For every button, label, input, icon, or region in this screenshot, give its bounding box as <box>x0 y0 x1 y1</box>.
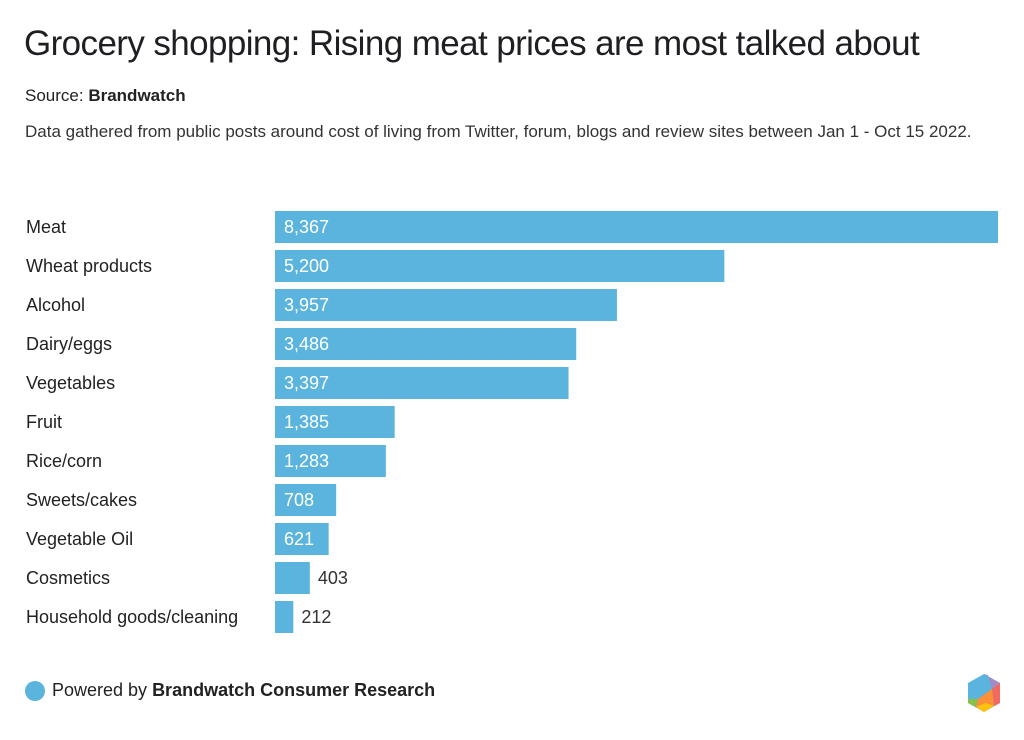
category-label: Wheat products <box>26 256 152 276</box>
bar <box>275 289 617 321</box>
category-label: Rice/corn <box>26 451 102 471</box>
footer: Powered by Brandwatch Consumer Research <box>25 680 435 701</box>
brandwatch-logo-icon <box>968 674 1000 712</box>
value-label: 1,283 <box>284 451 329 471</box>
bar <box>275 484 337 516</box>
powered-by-label: Powered by <box>52 680 148 700</box>
value-label: 3,957 <box>284 295 329 315</box>
source-name: Brandwatch <box>88 86 186 105</box>
category-label: Cosmetics <box>26 568 110 588</box>
bar <box>275 445 386 477</box>
bar <box>275 367 569 399</box>
bar <box>275 211 998 243</box>
value-label: 3,397 <box>284 373 329 393</box>
chart-title: Grocery shopping: Rising meat prices are… <box>24 24 920 63</box>
bar <box>275 601 294 633</box>
category-label: Dairy/eggs <box>26 334 112 354</box>
bar <box>275 406 395 438</box>
source-label: Source: <box>25 86 84 105</box>
category-label: Household goods/cleaning <box>26 607 238 627</box>
value-label: 8,367 <box>284 217 329 237</box>
category-label: Vegetables <box>26 373 115 393</box>
source-line: Source: Brandwatch <box>25 86 186 106</box>
category-label: Alcohol <box>26 295 85 315</box>
bar-chart: Meat 8,367 Wheat products 5,200 Alcohol 3,957… <box>26 211 998 633</box>
value-label: 621 <box>284 529 314 549</box>
value-label: 403 <box>318 568 348 588</box>
value-label: 5,200 <box>284 256 329 276</box>
brand-dot-icon <box>25 680 45 701</box>
bar <box>275 250 725 282</box>
bar <box>275 523 329 555</box>
bar <box>275 328 577 360</box>
bar <box>275 562 310 594</box>
value-label: 1,385 <box>284 412 329 432</box>
chart-description: Data gathered from public posts around c… <box>25 122 972 141</box>
value-label: 708 <box>284 490 314 510</box>
category-label: Meat <box>26 217 66 237</box>
powered-by-name: Brandwatch Consumer Research <box>152 680 436 700</box>
category-label: Fruit <box>26 412 62 432</box>
category-label: Vegetable Oil <box>26 529 133 549</box>
value-label: 212 <box>301 607 331 627</box>
category-label: Sweets/cakes <box>26 490 137 510</box>
value-label: 3,486 <box>284 334 329 354</box>
